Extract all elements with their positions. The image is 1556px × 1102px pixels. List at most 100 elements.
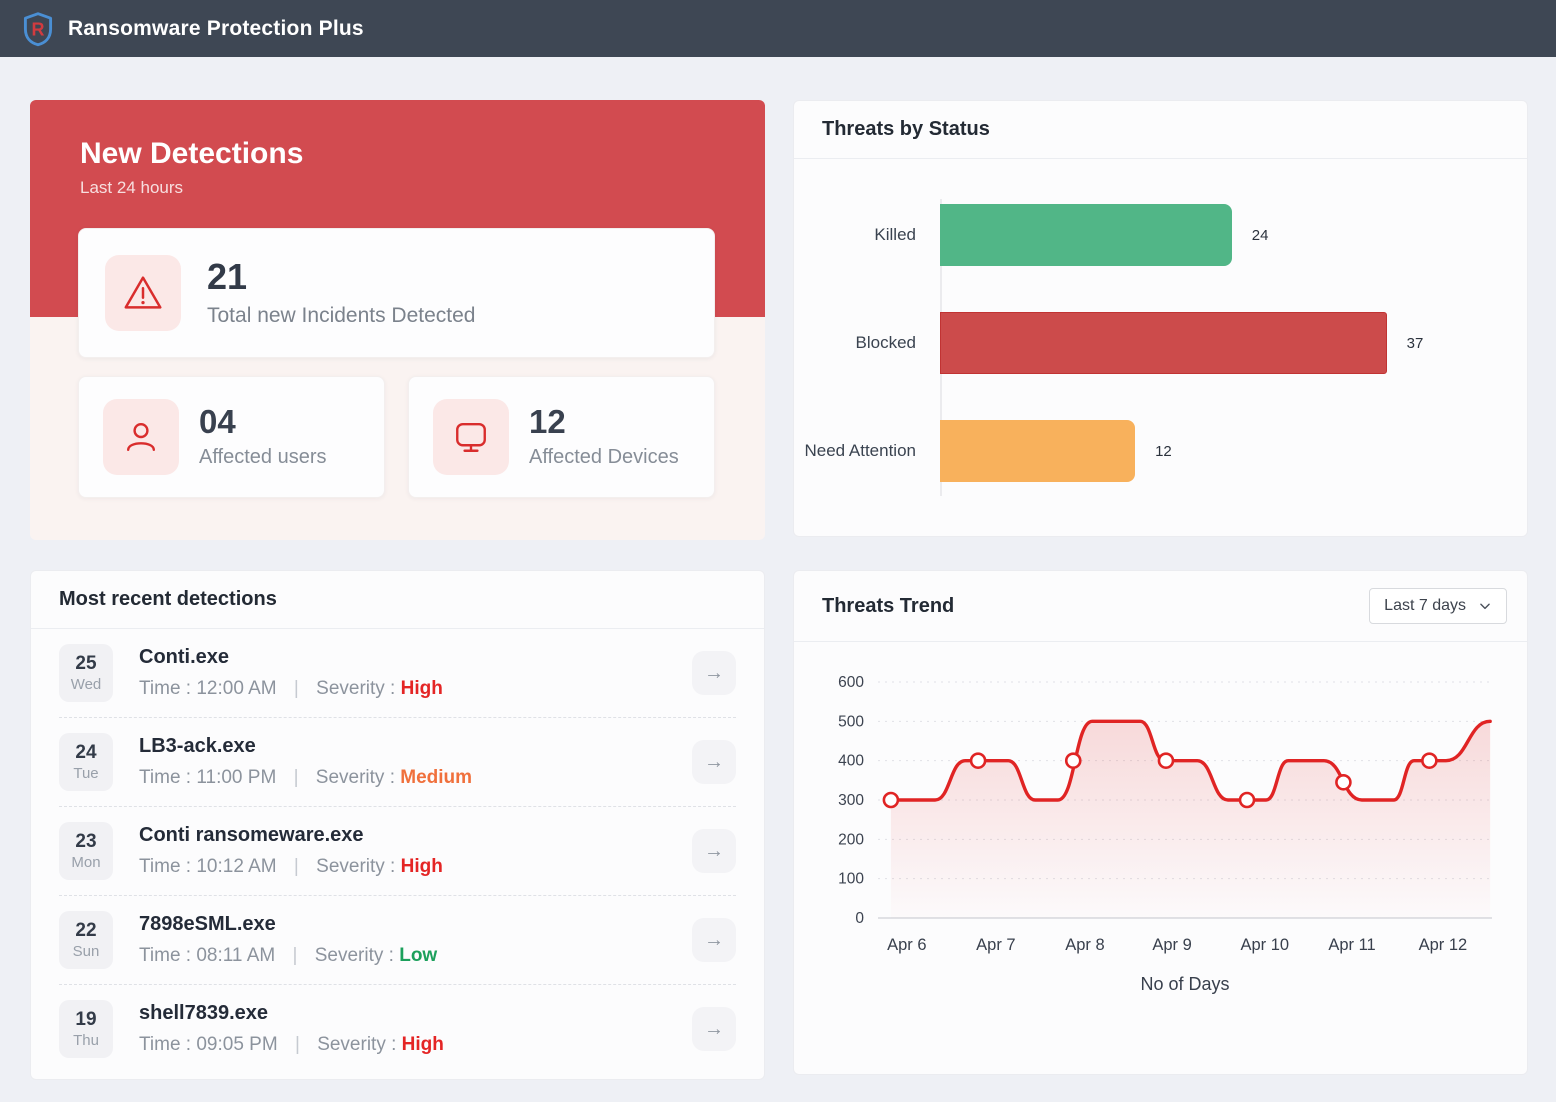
threats-trend-title: Threats Trend [822,594,955,617]
affected-users-label: Affected users [199,445,327,468]
detection-meta: Time : 12:00 AM | Severity : High [139,678,443,700]
detection-time: Time : 12:00 AM [139,678,277,699]
date-badge: 24 Tue [59,733,113,791]
detection-time: Time : 11:00 PM [139,767,277,788]
affected-users-text: 04 Affected users [199,405,326,469]
severity-value: Low [399,945,438,966]
new-detections-title: New Detections [80,137,304,170]
data-point-marker [882,791,900,809]
arrow-right-icon: → [704,839,724,862]
meta-separator: | [293,767,299,788]
severity-value: High [400,678,443,699]
severity-label: Severity : [314,945,394,966]
total-incidents-label: Total new Incidents Detected [207,303,476,327]
bar [940,204,1232,266]
file-name: shell7839.exe [139,1002,268,1024]
app-title: Ransomware Protection Plus [68,16,364,40]
svg-text:400: 400 [838,753,864,770]
top-app-bar: R Ransomware Protection Plus [0,0,1556,57]
user-tile [103,399,179,475]
date-number: 25 [75,653,97,674]
meta-separator: | [292,945,298,966]
affected-devices-stat: 12 Affected Devices [408,376,715,498]
severity-value: High [401,1034,444,1055]
threats-by-status-title: Threats by Status [822,118,990,140]
monitor-tile [433,399,509,475]
data-point-marker [1157,752,1175,769]
recent-detections-list: 25 Wed Conti.exe Time : 12:00 AM | Sever… [31,629,764,1073]
detection-time: Time : 10:12 AM [139,856,277,877]
data-point-marker [1421,752,1438,769]
date-number: 22 [75,920,97,941]
detection-time: Time : 08:11 AM [139,945,276,966]
list-item: 24 Tue LB3-ack.exe Time : 11:00 PM | Sev… [59,718,736,807]
file-name: Conti.exe [139,646,230,668]
date-badge: 22 Sun [59,911,113,969]
svg-text:Apr 6: Apr 6 [887,936,926,954]
date-number: 19 [75,1009,97,1030]
trend-x-axis-title: No of Days [1140,974,1230,994]
open-detection-button[interactable]: → [692,918,736,962]
list-item: 23 Mon Conti ransomeware.exe Time : 10:1… [59,807,736,896]
bar-row: Need Attention 12 [794,420,1499,482]
meta-separator: | [294,1034,300,1055]
arrow-right-icon: → [704,1017,724,1040]
user-icon [126,422,156,452]
open-detection-button[interactable]: → [692,740,736,784]
detection-meta: Time : 08:11 AM | Severity : Low [139,945,437,967]
meta-separator: | [293,678,299,699]
open-detection-button[interactable]: → [692,651,736,695]
shield-r-logo-icon: R [23,11,53,46]
affected-devices-text: 12 Affected Devices [529,405,679,469]
threats-by-status-chart: Killed 24 Blocked 37 Need Attention 12 [794,159,1527,496]
bar-category-label: Blocked [855,332,916,352]
date-badge: 23 Mon [59,822,113,880]
date-badge: 25 Wed [59,644,113,702]
bar-value-label: 24 [1251,226,1269,244]
svg-text:200: 200 [838,831,864,848]
file-name: 7898eSML.exe [139,913,276,935]
list-item: 25 Wed Conti.exe Time : 12:00 AM | Sever… [59,629,736,718]
severity-value: High [400,856,443,877]
bar-category-label: Need Attention [804,440,916,460]
severity-label: Severity : [317,1034,397,1055]
date-day: Mon [71,854,101,871]
threats-by-status-card: Threats by Status Killed 24 Blocked 37 Need … [793,100,1528,537]
bar-row: Blocked 37 [794,312,1499,374]
new-detections-card: New Detections Last 24 hours 21 Total ne… [30,100,765,540]
severity-label: Severity : [316,856,396,877]
date-day: Thu [73,1032,99,1049]
list-item: 22 Sun 7898eSML.exe Time : 08:11 AM | Se… [59,896,736,985]
recent-detections-card: Most recent detections 25 Wed Conti.exe … [30,570,765,1080]
affected-devices-value: 12 [529,403,566,441]
date-day: Tue [73,765,99,782]
detection-info: LB3-ack.exe Time : 11:00 PM | Severity :… [139,735,472,789]
arrow-right-icon: → [704,750,724,773]
svg-text:300: 300 [838,792,864,809]
bar-value-label: 37 [1406,334,1424,352]
recent-detections-title: Most recent detections [59,588,277,610]
threats-trend-card: Threats Trend Last 7 days 0 100 200 300 400 5… [793,570,1528,1075]
svg-text:Apr 10: Apr 10 [1241,936,1290,954]
trend-range-select[interactable]: Last 7 days [1369,588,1507,624]
open-detection-button[interactable]: → [692,1007,736,1051]
svg-text:Apr 12: Apr 12 [1419,936,1468,954]
date-day: Sun [72,943,100,960]
threats-by-status-header: Threats by Status [794,101,1527,159]
affected-users-stat: 04 Affected users [78,376,385,498]
detection-meta: Time : 10:12 AM | Severity : High [139,856,443,878]
bar-value-label: 12 [1155,442,1172,460]
threats-trend-header: Threats Trend Last 7 days [794,571,1527,642]
open-detection-button[interactable]: → [692,829,736,873]
arrow-right-icon: → [704,661,724,684]
svg-text:0: 0 [855,910,864,927]
bar-track: 12 [940,420,1499,482]
warning-triangle-icon [124,276,162,309]
affected-devices-label: Affected Devices [529,445,679,468]
data-point-marker [1064,752,1082,769]
detection-info: Conti ransomeware.exe Time : 10:12 AM | … [139,824,443,878]
date-number: 23 [75,831,97,852]
date-badge: 19 Thu [59,1000,113,1058]
bar-track: 37 [940,312,1499,374]
